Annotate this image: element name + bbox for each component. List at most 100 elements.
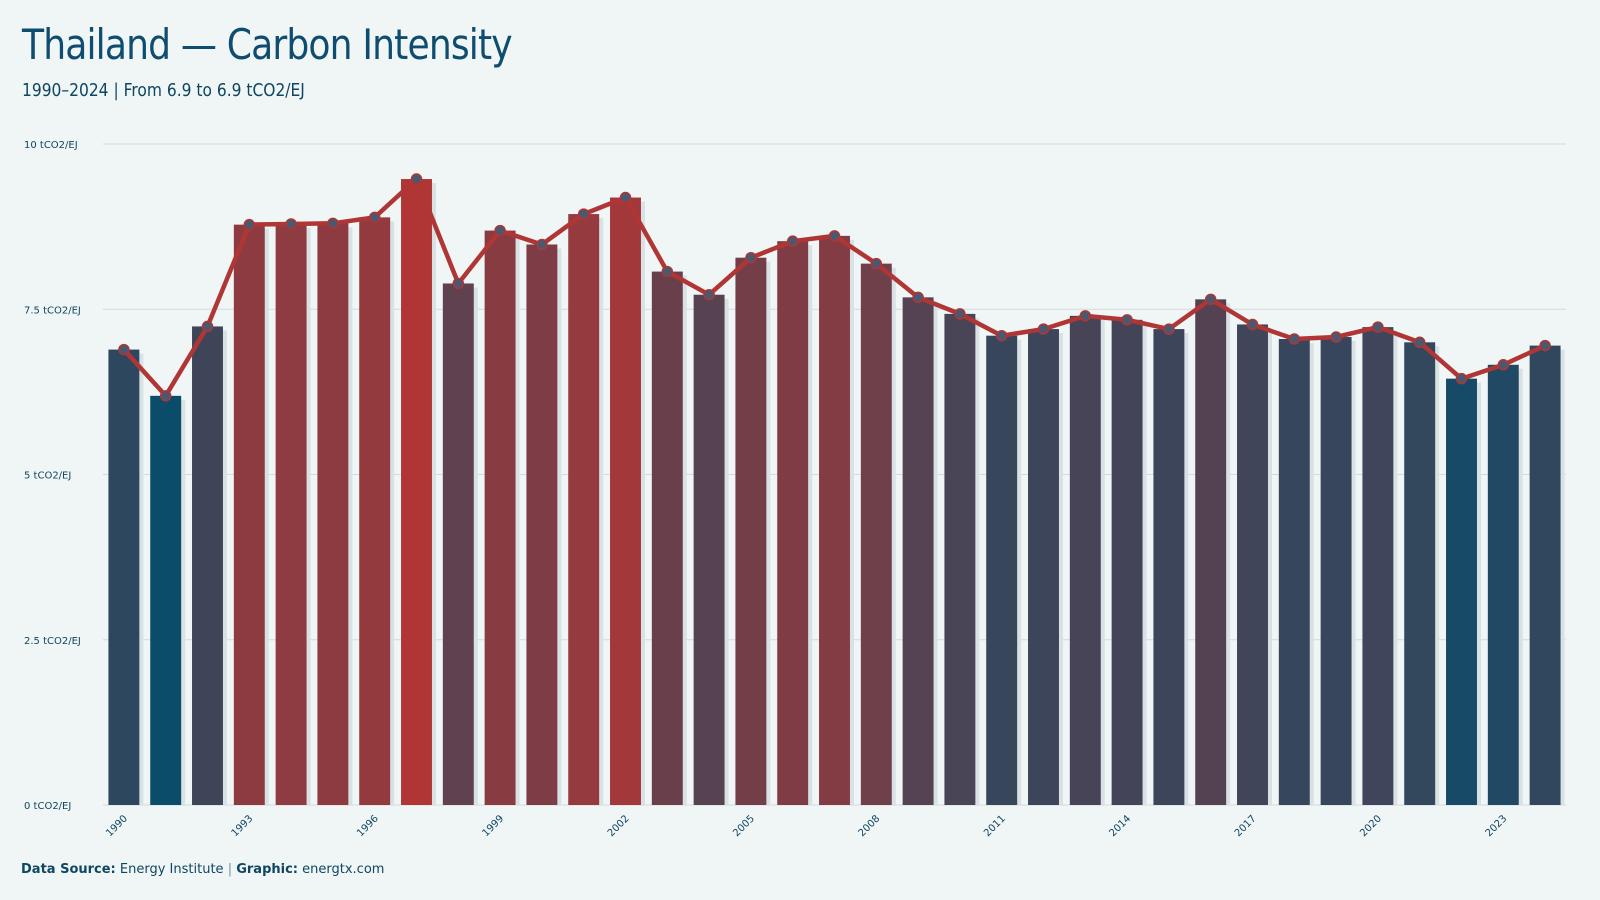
- bar: [1446, 378, 1477, 805]
- line-marker: [368, 211, 381, 224]
- bar: [233, 224, 265, 806]
- line-marker: [118, 343, 130, 356]
- line-marker: [327, 217, 339, 230]
- bar: [944, 313, 976, 805]
- bar: [526, 244, 558, 806]
- line-marker: [1539, 339, 1551, 352]
- line-marker: [159, 390, 172, 402]
- bar: [484, 230, 516, 805]
- bar: [1069, 315, 1101, 805]
- x-tick-label: 2020: [1358, 813, 1384, 839]
- bar: [1028, 329, 1059, 805]
- line-marker: [201, 320, 214, 333]
- x-tick-label: 2014: [1107, 813, 1133, 839]
- line-marker: [828, 230, 841, 242]
- bar: [819, 235, 850, 805]
- line-marker: [577, 208, 590, 220]
- line-marker: [661, 265, 674, 278]
- line-markers: [118, 173, 1551, 402]
- line-marker: [243, 218, 256, 231]
- bar: [1362, 327, 1394, 805]
- graphic-value: energtx.com: [302, 862, 385, 877]
- line-marker: [1163, 323, 1175, 335]
- chart-title: Thailand — Carbon Intensity: [22, 20, 513, 69]
- line-marker: [452, 277, 465, 290]
- x-tick-label: 2005: [731, 813, 757, 839]
- footer-separator: |: [227, 862, 233, 877]
- x-tick-label: 2011: [982, 813, 1008, 839]
- line-marker: [954, 308, 966, 320]
- line-marker: [410, 173, 423, 185]
- line-marker: [870, 257, 883, 270]
- bar: [651, 271, 683, 805]
- bar: [442, 283, 474, 805]
- bar: [1404, 342, 1436, 805]
- line-marker: [703, 288, 715, 301]
- y-tick-label: 5 tCO2/EJ: [24, 471, 71, 482]
- bar: [1278, 338, 1310, 805]
- line-marker: [1246, 318, 1259, 331]
- line-marker: [1455, 372, 1468, 385]
- line-marker: [1372, 321, 1384, 333]
- bar: [359, 217, 391, 806]
- bar: [401, 179, 432, 805]
- bar: [1320, 337, 1352, 805]
- bar: [610, 197, 641, 805]
- bar: [1529, 345, 1561, 805]
- source-value: Energy Institute: [119, 862, 224, 877]
- x-tick-label: 1993: [230, 813, 256, 839]
- bar: [1111, 319, 1143, 805]
- bar: [568, 214, 600, 806]
- x-tick-label: 2008: [857, 813, 883, 839]
- bar: [986, 335, 1018, 805]
- y-tick-label: 7.5 tCO2/EJ: [24, 305, 81, 316]
- y-tick-label: 0 tCO2/EJ: [24, 801, 71, 812]
- x-tick-label: 1990: [104, 813, 130, 839]
- x-tick-label: 2017: [1233, 813, 1259, 839]
- bar: [1195, 299, 1227, 805]
- y-tick-label: 2.5 tCO2/EJ: [24, 636, 81, 647]
- bar: [1153, 329, 1185, 805]
- line-marker: [912, 291, 924, 304]
- x-axis-ticks: 1990 1993 1996 1999 2002 2005 2008 2011 2014 2017…: [104, 813, 1509, 839]
- bar: [1237, 324, 1268, 805]
- bar: [192, 326, 223, 805]
- x-tick-label: 2002: [606, 813, 632, 839]
- x-tick-label: 1996: [355, 813, 381, 839]
- line-marker: [745, 251, 757, 264]
- bar: [275, 223, 307, 805]
- line-marker: [995, 329, 1008, 342]
- chart-subtitle: 1990–2024 | From 6.9 to 6.9 tCO2/EJ: [22, 80, 305, 101]
- line-marker: [1497, 359, 1510, 371]
- footer-credits: Data Source: Energy Institute | Graphic:…: [21, 862, 384, 877]
- source-label: Data Source:: [21, 862, 116, 877]
- line-marker: [1288, 333, 1301, 345]
- bar: [860, 263, 892, 805]
- line-marker: [1121, 314, 1133, 326]
- line-marker: [1037, 323, 1050, 335]
- line-marker: [1413, 336, 1426, 349]
- x-tick-label: 1999: [480, 813, 506, 839]
- x-tick-label: 2023: [1484, 813, 1510, 839]
- bar: [777, 241, 809, 806]
- line-marker: [619, 191, 632, 204]
- bar: [150, 395, 182, 805]
- line-marker: [536, 238, 548, 251]
- line-marker: [786, 235, 799, 247]
- bar: [902, 297, 934, 805]
- bars: [108, 179, 1561, 806]
- bar: [735, 257, 767, 805]
- bar: [693, 294, 725, 805]
- graphic-label: Graphic:: [236, 862, 298, 877]
- line-marker: [1330, 331, 1342, 343]
- line-marker: [494, 224, 506, 237]
- line-marker: [1204, 293, 1217, 306]
- bar: [108, 349, 140, 805]
- line-marker: [1079, 310, 1092, 322]
- y-tick-label: 10 tCO2/EJ: [24, 140, 78, 151]
- line-marker: [285, 218, 297, 230]
- y-axis-ticks: 0 tCO2/EJ 2.5 tCO2/EJ 5 tCO2/EJ 7.5 tCO2/EJ…: [24, 140, 81, 812]
- bar: [317, 223, 349, 805]
- bar: [1487, 364, 1519, 805]
